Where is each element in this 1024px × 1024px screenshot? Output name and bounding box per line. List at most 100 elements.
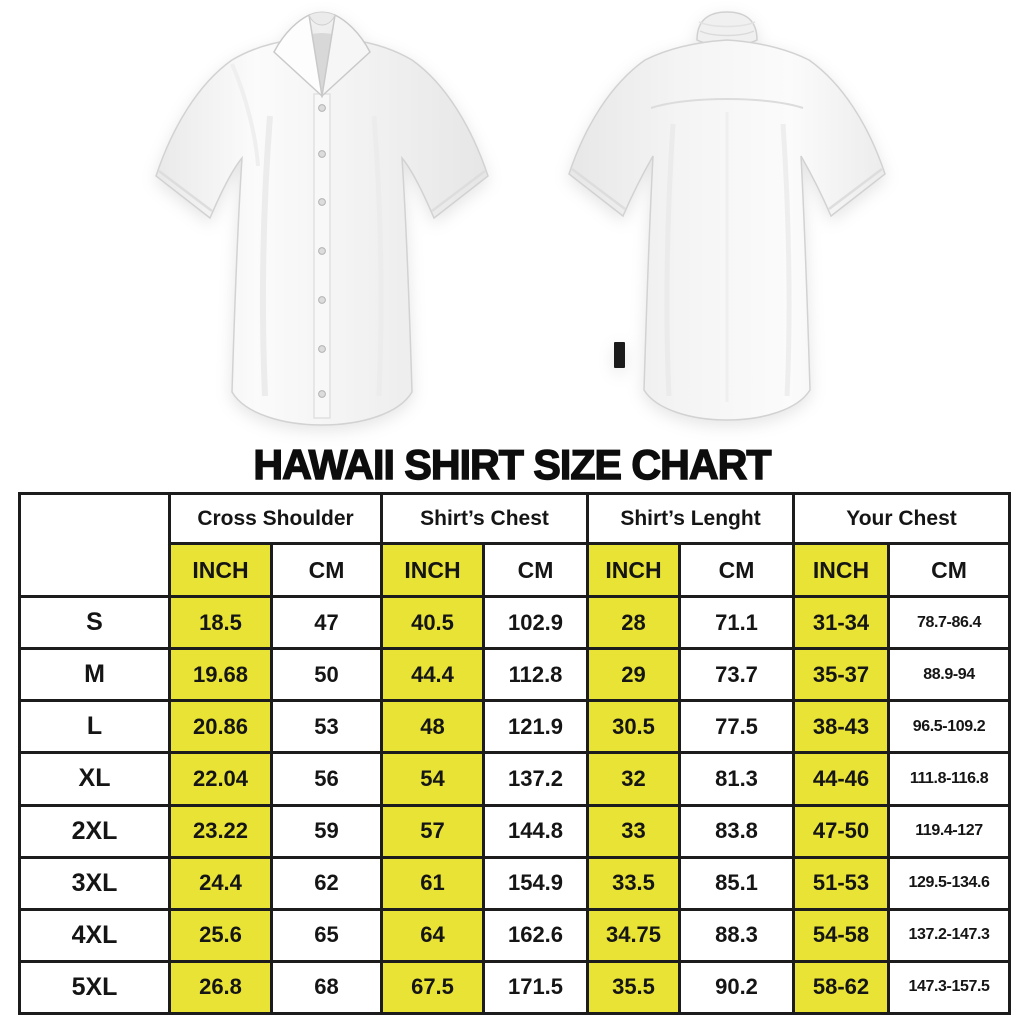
inch-value: 54-58 [792, 907, 891, 963]
table-row: 3XL 24.4 62 61 154.9 33.5 85.1 51-53 129.5-134.6 [18, 855, 1012, 911]
column-group-shirts-length: Shirt’s Lenght [585, 492, 796, 545]
cm-value: 137.2-147.3 [887, 907, 1012, 963]
size-label: S [18, 594, 171, 651]
inch-value: 25.6 [168, 907, 273, 963]
inch-value: 48 [380, 699, 485, 755]
cm-value: 85.1 [677, 855, 796, 911]
inch-value: 20.86 [168, 699, 273, 755]
inch-value: 32 [586, 751, 681, 807]
size-label: L [18, 699, 171, 755]
unit-header-cm: CM [887, 542, 1012, 598]
inch-value: 44-46 [792, 751, 891, 807]
inch-value: 40.5 [380, 594, 485, 651]
cm-value: 71.1 [677, 594, 796, 651]
cm-value: 119.4-127 [887, 803, 1012, 859]
inch-value: 22.04 [168, 751, 273, 807]
inch-value: 54 [380, 751, 485, 807]
cm-value: 53 [270, 699, 383, 755]
inch-value: 38-43 [792, 699, 891, 755]
inch-value: 57 [380, 803, 485, 859]
shirt-back-fold [664, 123, 676, 397]
cm-value: 73.7 [677, 647, 796, 703]
cm-value: 77.5 [677, 699, 796, 755]
inch-value: 26.8 [168, 959, 273, 1016]
unit-header-inch: INCH [380, 542, 485, 598]
unit-header-cm: CM [270, 542, 383, 598]
size-label: 4XL [18, 907, 171, 963]
shirt-back-tag [614, 342, 625, 368]
cm-value: 121.9 [482, 699, 589, 755]
inch-value: 35.5 [586, 959, 681, 1016]
size-table-body: S 18.5 47 40.5 102.9 28 71.1 31-34 78.7-86.4 M 19.… [18, 594, 1012, 1016]
shirt-front-cuff [431, 170, 486, 212]
shirt-front-image [155, 11, 489, 426]
inch-value: 30.5 [586, 699, 681, 755]
shirt-back-collar-fold [698, 21, 756, 28]
shirt-front-buttons [318, 104, 326, 398]
inch-value: 67.5 [380, 959, 485, 1016]
table-row: L 20.86 53 48 121.9 30.5 77.5 38-43 96.5-109.2 [18, 699, 1012, 755]
size-label: 5XL [18, 959, 171, 1016]
cm-value: 129.5-134.6 [887, 855, 1012, 911]
size-label: M [18, 647, 171, 703]
shirt-back-fold [780, 123, 792, 397]
column-group-shirts-chest: Shirt’s Chest [380, 492, 589, 545]
size-label: XL [18, 751, 171, 807]
size-label: 3XL [18, 855, 171, 911]
shirt-front-fold [230, 63, 260, 167]
shirt-front-cuff [158, 170, 213, 212]
inch-value: 64 [380, 907, 485, 963]
unit-header-cm: CM [482, 542, 589, 598]
cm-value: 102.9 [482, 594, 589, 651]
size-chart-table: Cross Shoulder Shirt’s Chest Shirt’s Len… [18, 492, 1012, 1016]
cm-value: 47 [270, 594, 383, 651]
shirt-front-collar-band [308, 11, 336, 26]
page-title: HAWAII SHIRT SIZE CHART [253, 441, 772, 488]
unit-header-inch: INCH [792, 542, 891, 598]
cm-value: 162.6 [482, 907, 589, 963]
cm-value: 81.3 [677, 751, 796, 807]
cm-value: 50 [270, 647, 383, 703]
table-row: 4XL 25.6 65 64 162.6 34.75 88.3 54-58 137.2-147.… [18, 907, 1012, 963]
cm-value: 65 [270, 907, 383, 963]
group-header-row: Cross Shoulder Shirt’s Chest Shirt’s Len… [18, 492, 1012, 598]
inch-value: 29 [586, 647, 681, 703]
cm-value: 144.8 [482, 803, 589, 859]
inch-value: 58-62 [792, 959, 891, 1016]
inch-value: 44.4 [380, 647, 485, 703]
shirt-back-cuff [571, 168, 626, 210]
unit-header-row: INCH CM INCH CM INCH CM INCH CM [20, 542, 1012, 598]
cm-value: 171.5 [482, 959, 589, 1016]
shirt-back-collar-fold [699, 30, 755, 37]
table-row: M 19.68 50 44.4 112.8 29 73.7 35-37 88.9-94 [18, 647, 1012, 703]
inch-value: 28 [586, 594, 681, 651]
inch-value: 24.4 [168, 855, 273, 911]
unit-header-inch: INCH [586, 542, 681, 598]
cm-value: 78.7-86.4 [887, 594, 1012, 651]
unit-header-inch: INCH [168, 542, 273, 598]
inch-value: 47-50 [792, 803, 891, 859]
cm-value: 88.3 [677, 907, 796, 963]
shirt-back-cuff [828, 168, 883, 210]
shirt-front-fold [371, 115, 384, 397]
cm-value: 96.5-109.2 [887, 699, 1012, 755]
shirt-back-image [568, 11, 886, 421]
cm-value: 111.8-116.8 [887, 751, 1012, 807]
inch-value: 19.68 [168, 647, 273, 703]
table-row: 2XL 23.22 59 57 144.8 33 83.8 47-50 119.4-127 [18, 803, 1012, 859]
cm-value: 83.8 [677, 803, 796, 859]
unit-header-cm: CM [677, 542, 796, 598]
inch-value: 18.5 [168, 594, 273, 651]
inch-value: 33.5 [586, 855, 681, 911]
cm-value: 68 [270, 959, 383, 1016]
shirt-back-yoke-seam [650, 98, 804, 109]
cm-value: 137.2 [482, 751, 589, 807]
size-label: 2XL [18, 803, 171, 859]
table-row: S 18.5 47 40.5 102.9 28 71.1 31-34 78.7-86.4 [18, 594, 1012, 651]
cm-value: 56 [270, 751, 383, 807]
inch-value: 51-53 [792, 855, 891, 911]
inch-value: 31-34 [792, 594, 891, 651]
column-group-cross-shoulder: Cross Shoulder [168, 492, 383, 545]
shirt-front-fold [259, 115, 273, 397]
